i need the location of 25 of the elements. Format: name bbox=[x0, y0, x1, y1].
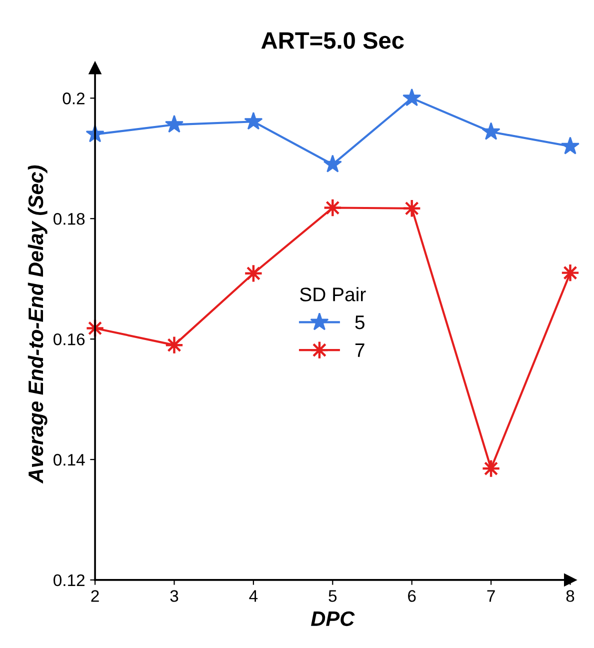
x-tick-label: 4 bbox=[249, 590, 258, 602]
chart-title: ART=5.0 Sec bbox=[261, 32, 404, 49]
x-tick-label: 7 bbox=[487, 590, 495, 602]
y-tick-label: 0.12 bbox=[54, 574, 84, 586]
x-tick-label: 2 bbox=[91, 590, 99, 602]
y-tick-label: 0.14 bbox=[54, 454, 85, 466]
legend-title: SD Pair bbox=[300, 287, 366, 302]
y-tick-label: 0.16 bbox=[54, 333, 85, 346]
x-tick-label: 6 bbox=[408, 590, 416, 602]
point bbox=[244, 112, 263, 130]
legend-label: 7 bbox=[355, 344, 364, 357]
point bbox=[482, 122, 500, 140]
legend-label: 5 bbox=[355, 316, 364, 330]
x-tick-label: 5 bbox=[328, 590, 337, 602]
x-tick-label: 3 bbox=[170, 590, 178, 602]
point bbox=[560, 136, 580, 154]
point bbox=[164, 114, 184, 133]
x-tick-label: 8 bbox=[566, 590, 574, 602]
point bbox=[402, 88, 422, 106]
y-axis-title: Average End-to-End Delay (Sec) bbox=[28, 165, 48, 484]
y-tick-label: 0.18 bbox=[54, 213, 85, 225]
point bbox=[323, 154, 342, 172]
x-axis-title: DPC bbox=[311, 611, 355, 626]
y-tick-label: 0.2 bbox=[62, 92, 84, 104]
point bbox=[560, 263, 580, 282]
